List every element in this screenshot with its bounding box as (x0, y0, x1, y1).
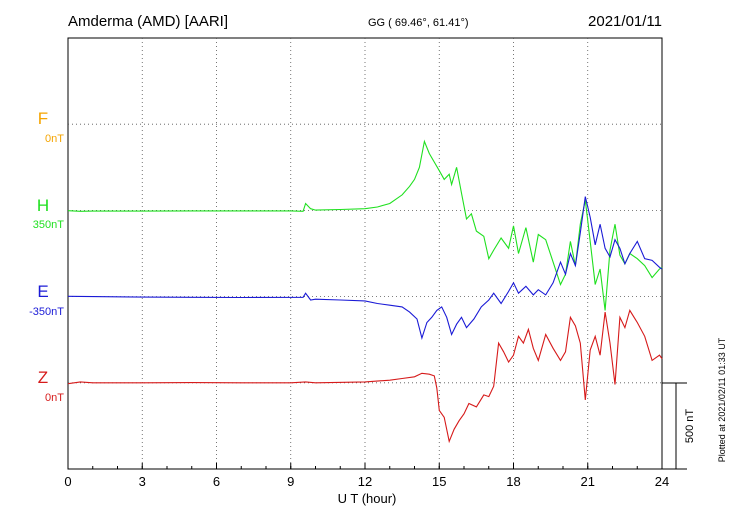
plot-date: 2021/01/11 (588, 13, 662, 30)
x-tick-label: 24 (655, 474, 669, 489)
channel-label-e: E (37, 282, 48, 301)
channel-label-h: H (37, 196, 49, 215)
plotted-timestamp: Plotted at 2021/02/11 01:33 UT (717, 337, 727, 462)
station-title: Amderma (AMD) [AARI] (68, 13, 228, 30)
series-line-z (67, 309, 663, 444)
x-tick-label: 21 (581, 474, 595, 489)
x-tick-label: 9 (287, 474, 294, 489)
x-tick-label: 15 (432, 474, 446, 489)
offset-label-z: 0nT (45, 392, 64, 404)
channel-label-f: F (38, 109, 48, 128)
x-axis-label: U T (hour) (338, 491, 397, 506)
grid-lines (68, 38, 662, 469)
channel-label-z: Z (38, 368, 48, 387)
x-tick-label: 12 (358, 474, 372, 489)
scale-bar (662, 382, 687, 470)
x-tick-label: 0 (64, 474, 71, 489)
x-tick-label: 6 (213, 474, 220, 489)
x-tick-label: 18 (506, 474, 520, 489)
offset-label-f: 0nT (45, 133, 64, 145)
scale-bar-label: 500 nT (684, 409, 696, 444)
x-axis-ticks: 0 3 6 9 12 15 18 21 24 (64, 463, 669, 489)
station-coordinates: GG ( 69.46°, 61.41°) (368, 17, 469, 29)
series-line-h (67, 139, 663, 311)
x-tick-label: 3 (139, 474, 146, 489)
offset-label-h: 350nT (33, 219, 64, 231)
series-line-e (67, 196, 663, 340)
offset-label-e: -350nT (29, 306, 64, 318)
